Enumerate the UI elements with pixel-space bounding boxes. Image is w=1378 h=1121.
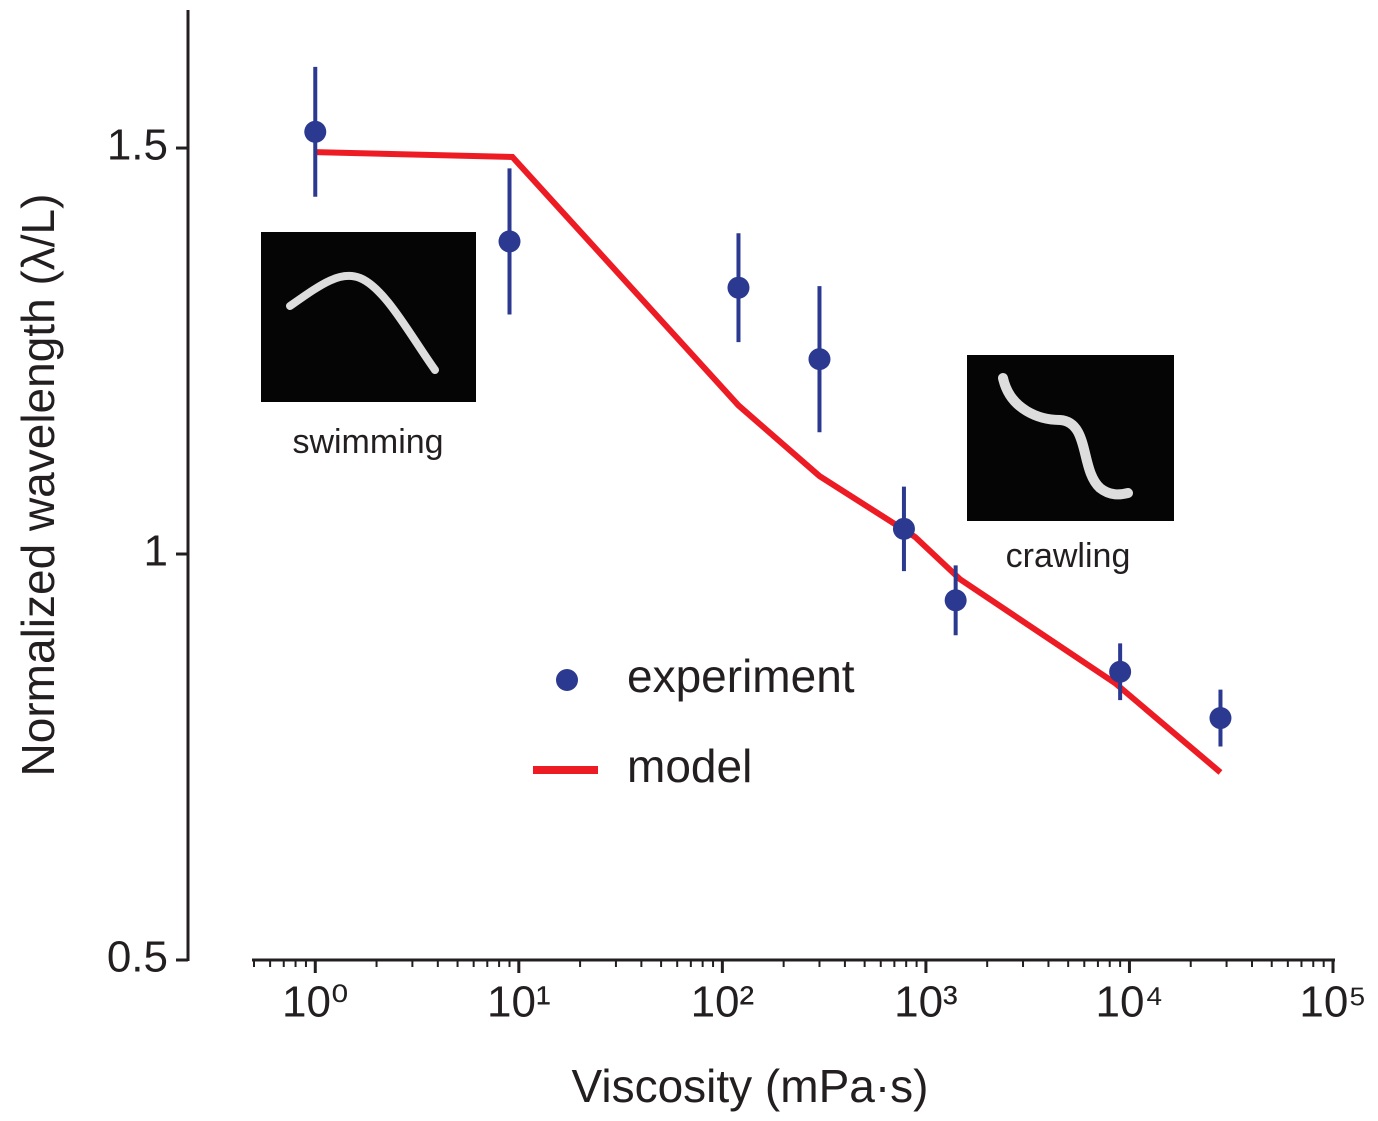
worm-shape [286,271,439,374]
model-line [315,149,1223,775]
inset-image [261,232,476,402]
y-axis-label: Normalized wavelength (λ/L) [12,194,64,777]
crawling-inset [967,355,1174,521]
legend-marker [556,669,578,691]
y-tick-label: 0.5 [107,933,168,982]
y-tick-label: 1 [144,527,168,576]
inset-image [967,355,1174,521]
data-point [944,589,967,612]
x-tick-label: 10³ [894,978,958,1027]
y-tick-label: 1.5 [107,121,168,170]
x-tick-label: 10⁰ [282,978,349,1027]
x-tick-label: 10⁴ [1096,978,1164,1027]
x-axis-label: Viscosity (mPa·s) [572,1060,929,1112]
x-tick-label: 10⁵ [1299,978,1366,1027]
legend-label: experiment [627,650,855,702]
annotation: crawling [1006,537,1131,575]
data-point [892,517,915,540]
data-point [808,348,831,371]
annotation: swimming [292,423,443,461]
data-point [304,120,327,143]
worm-shape [998,373,1133,500]
data-point [1209,707,1232,730]
x-tick-label: 10¹ [487,978,551,1027]
legend-label: model [627,740,752,792]
swimming-inset [261,232,476,402]
data-point [727,276,750,299]
data-point [1109,660,1132,683]
data-point [498,230,521,253]
x-tick-label: 10² [691,978,755,1027]
